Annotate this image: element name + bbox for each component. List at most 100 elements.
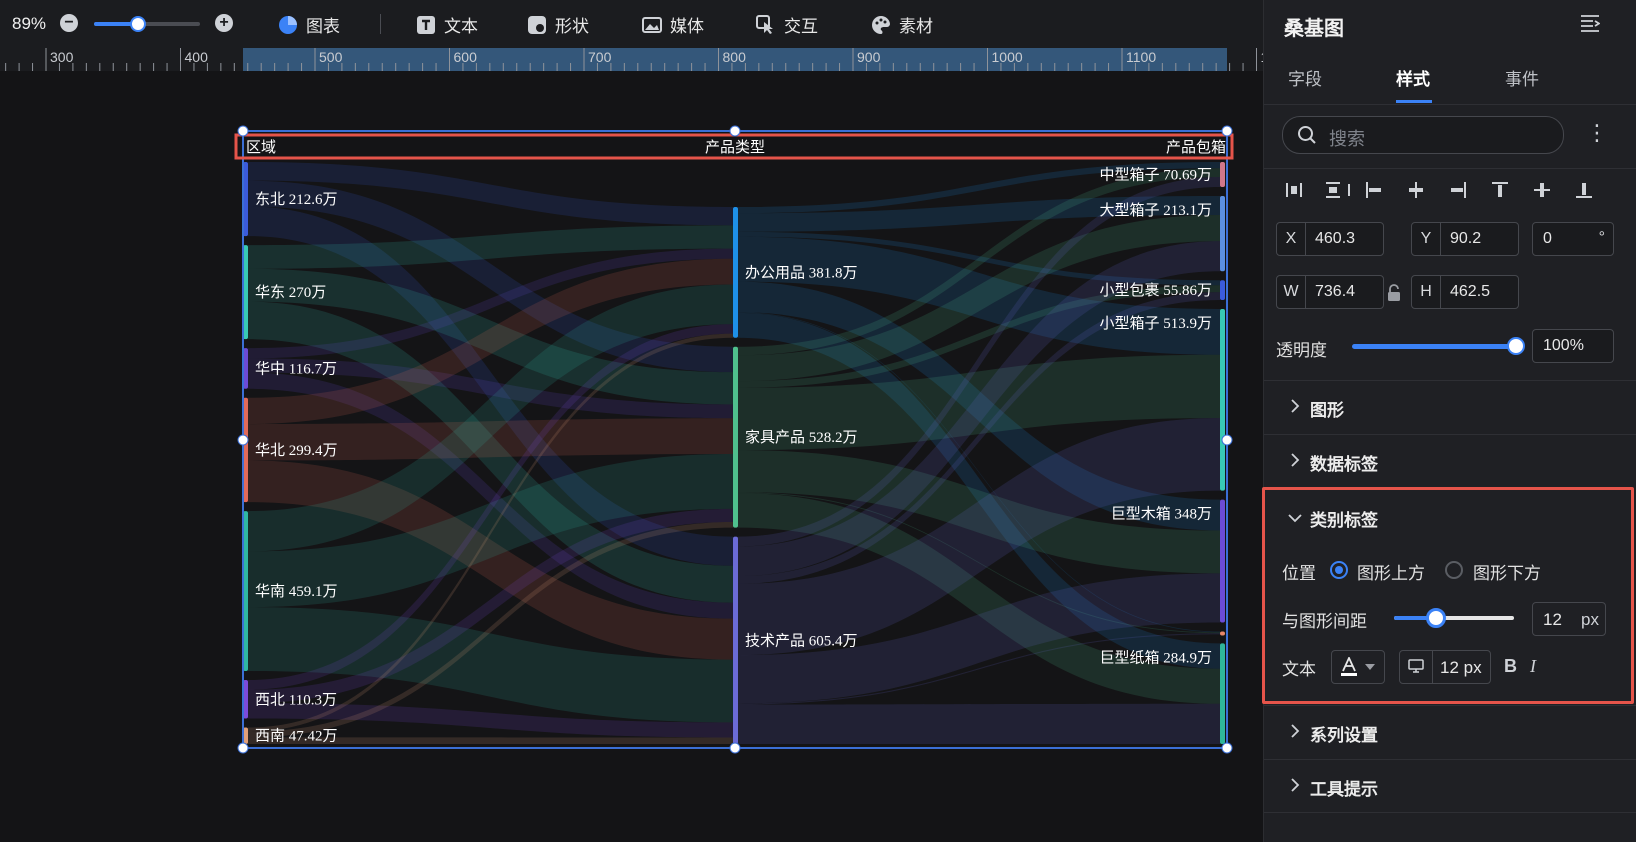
- pointer-icon: [756, 14, 773, 34]
- sankey-node[interactable]: [1220, 162, 1225, 187]
- sankey-link: [248, 206, 733, 566]
- gap-field[interactable]: 12 px: [1532, 602, 1606, 636]
- y-value: 90.2: [1450, 230, 1482, 247]
- distribute-vertical-icon[interactable]: [1321, 178, 1345, 202]
- more-vertical-icon[interactable]: ⋮: [1586, 120, 1608, 145]
- collapse-menu-icon[interactable]: [1580, 14, 1600, 32]
- section-tooltip[interactable]: 工具提示: [1264, 760, 1636, 812]
- unlock-icon[interactable]: [1387, 284, 1401, 302]
- radio-above[interactable]: [1330, 561, 1348, 579]
- chevron-right-icon: [1291, 453, 1300, 467]
- resize-handle[interactable]: [729, 125, 741, 137]
- font-color-picker[interactable]: [1331, 650, 1385, 684]
- search-input[interactable]: 搜索: [1282, 116, 1564, 154]
- ruler-label: 700: [588, 49, 612, 65]
- tab-style[interactable]: 样式: [1396, 70, 1430, 89]
- bold-button[interactable]: B: [1504, 656, 1517, 676]
- sankey-link: [738, 176, 1220, 547]
- gap-slider-handle[interactable]: [1426, 608, 1446, 628]
- resize-handle[interactable]: [1221, 434, 1233, 446]
- gap-slider[interactable]: [1394, 616, 1514, 620]
- align-middle-icon[interactable]: [1530, 178, 1554, 202]
- sankey-node[interactable]: [1220, 499, 1225, 623]
- sankey-node[interactable]: [1220, 643, 1225, 744]
- plus-circle-icon[interactable]: +: [215, 14, 233, 32]
- resize-handle[interactable]: [1221, 742, 1233, 754]
- sankey-node[interactable]: [733, 346, 738, 528]
- distribute-horizontal-icon[interactable]: [1282, 178, 1306, 202]
- sankey-node[interactable]: [243, 245, 248, 340]
- sankey-node[interactable]: [733, 536, 738, 744]
- sankey-node[interactable]: [243, 348, 248, 389]
- sankey-node[interactable]: [1220, 280, 1225, 301]
- radio-below-label[interactable]: 图形下方: [1473, 564, 1541, 583]
- font-color-icon: [1341, 657, 1357, 676]
- resize-handles[interactable]: [237, 125, 1233, 754]
- tab-events[interactable]: 事件: [1505, 70, 1539, 89]
- sankey-link: [248, 324, 733, 690]
- toolbar-assets-button[interactable]: 素材: [871, 12, 933, 37]
- toolbar-text-button[interactable]: 文本: [416, 12, 478, 37]
- sankey-node[interactable]: [243, 397, 248, 503]
- sankey-node[interactable]: [1220, 631, 1225, 636]
- height-field[interactable]: H 462.5: [1411, 275, 1519, 309]
- resize-handle[interactable]: [729, 742, 741, 754]
- sankey-node-label: 小型包裹 55.86万: [1099, 282, 1212, 299]
- align-left-icon[interactable]: [1362, 178, 1386, 202]
- h-label: H: [1412, 276, 1441, 308]
- sankey-node[interactable]: [733, 207, 738, 338]
- sankey-node[interactable]: [1220, 195, 1225, 272]
- toolbar-media-button[interactable]: 媒体: [642, 12, 704, 37]
- italic-button[interactable]: I: [1530, 656, 1536, 676]
- toolbar-shape-button[interactable]: 形状: [527, 12, 589, 37]
- opacity-field[interactable]: 100%: [1532, 329, 1614, 363]
- section-series-settings[interactable]: 系列设置: [1264, 706, 1636, 758]
- align-center-horizontal-icon[interactable]: [1404, 178, 1428, 202]
- radio-below[interactable]: [1445, 561, 1463, 579]
- resize-handle[interactable]: [237, 125, 249, 137]
- opacity-slider[interactable]: [1352, 344, 1514, 349]
- sankey-node[interactable]: [1220, 309, 1225, 491]
- search-placeholder: 搜索: [1329, 129, 1365, 149]
- sankey-node-label: 巨型纸箱 284.9万: [1099, 649, 1212, 666]
- zoom-slider-handle[interactable]: [130, 16, 146, 32]
- radio-above-label[interactable]: 图形上方: [1357, 564, 1425, 583]
- width-field[interactable]: W 736.4: [1276, 275, 1384, 309]
- sankey-link: [738, 354, 1220, 451]
- sankey-link: [738, 703, 1220, 744]
- y-position-field[interactable]: Y 90.2: [1411, 222, 1519, 256]
- tab-fields[interactable]: 字段: [1288, 70, 1322, 89]
- rotation-field[interactable]: 0 °: [1532, 222, 1614, 256]
- toolbar-interaction-button[interactable]: 交互: [756, 12, 818, 37]
- sankey-link: [738, 231, 1220, 286]
- font-size-field[interactable]: 12 px: [1399, 650, 1491, 684]
- resize-handle[interactable]: [237, 742, 249, 754]
- sankey-node[interactable]: [243, 162, 248, 237]
- y-label: Y: [1412, 223, 1441, 255]
- section-category-labels[interactable]: 类别标签: [1264, 491, 1636, 543]
- design-canvas[interactable]: 区域 产品类型 产品包箱 东北 212.6万 华东 270万 华中 116.7万 华北…: [0, 71, 1263, 842]
- sankey-node[interactable]: [243, 680, 248, 719]
- sankey-node[interactable]: [243, 727, 248, 744]
- resize-handle[interactable]: [237, 434, 249, 446]
- align-bottom-icon[interactable]: [1572, 178, 1596, 202]
- zoom-slider[interactable]: [94, 16, 200, 32]
- minus-circle-icon[interactable]: −: [60, 14, 78, 32]
- sankey-link: [248, 522, 733, 738]
- section-data-labels[interactable]: 数据标签: [1264, 435, 1636, 487]
- ruler-label: 400: [185, 49, 209, 65]
- opacity-slider-handle[interactable]: [1507, 337, 1525, 355]
- ruler-label: 800: [723, 49, 747, 65]
- sankey-node[interactable]: [243, 511, 248, 672]
- resize-handle[interactable]: [1221, 125, 1233, 137]
- toolbar-divider: [380, 14, 381, 34]
- panel-tabs: 字段 样式 事件: [1264, 48, 1636, 105]
- toolbar-chart-button[interactable]: 图表: [278, 12, 340, 37]
- align-right-icon[interactable]: [1446, 178, 1470, 202]
- section-shape[interactable]: 图形: [1264, 381, 1636, 433]
- x-position-field[interactable]: X 460.3: [1276, 222, 1384, 256]
- align-top-icon[interactable]: [1488, 178, 1512, 202]
- sankey-node-label: 办公用品 381.8万: [745, 264, 858, 281]
